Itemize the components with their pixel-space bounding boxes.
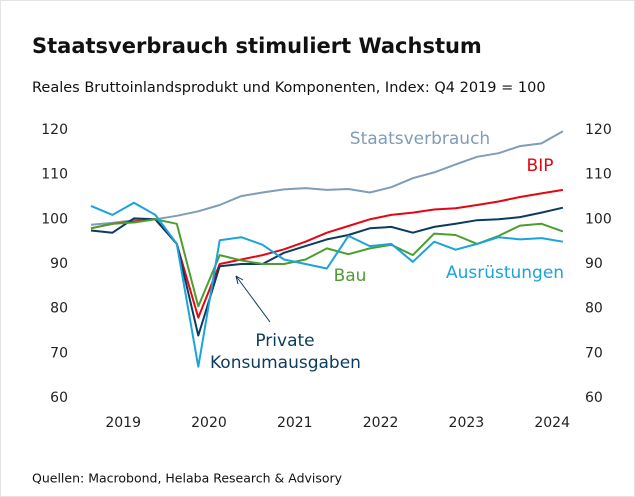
y2-tick-label: 70	[585, 345, 603, 361]
series-label: Ausrüstungen	[445, 263, 565, 283]
chart-subtitle: Reales Bruttoinlandsprodukt und Komponen…	[32, 80, 546, 96]
x-tick-label: 2021	[277, 415, 313, 431]
y2-tick-label: 100	[585, 211, 612, 227]
y-tick-label: 90	[50, 256, 68, 272]
series-line	[90, 188, 564, 319]
y-tick-label: 80	[50, 301, 68, 317]
x-tick-label: 2019	[105, 415, 141, 431]
y2-tick-label: 60	[585, 390, 603, 406]
series-label: Private Konsumausgaben	[210, 331, 361, 373]
series-label: Staatsverbrauch	[349, 129, 491, 149]
y2-tick-label: 80	[585, 301, 603, 317]
series-label: BIP	[526, 156, 554, 176]
y2-tick-label: 120	[585, 122, 612, 138]
series-line	[90, 201, 564, 368]
y-tick-label: 70	[50, 345, 68, 361]
arrow-head	[235, 275, 244, 285]
x-tick-label: 2022	[363, 415, 399, 431]
arrow	[235, 275, 271, 323]
x-tick-label: 2024	[534, 415, 570, 431]
source: Quellen: Macrobond, Helaba Research & Ad…	[32, 471, 343, 486]
y2-tick-label: 90	[585, 256, 603, 272]
x-tick-label: 2023	[449, 415, 485, 431]
y-tick-label: 100	[41, 211, 68, 227]
y-tick-label: 110	[41, 167, 68, 183]
series-line	[90, 130, 564, 226]
y-tick-label: 60	[50, 390, 68, 406]
series-label: Bau	[333, 266, 367, 286]
y2-tick-label: 110	[585, 167, 612, 183]
chart-title: Staatsverbrauch stimuliert Wachstum	[32, 34, 482, 58]
y-tick-label: 120	[41, 122, 68, 138]
x-tick-label: 2020	[191, 415, 227, 431]
